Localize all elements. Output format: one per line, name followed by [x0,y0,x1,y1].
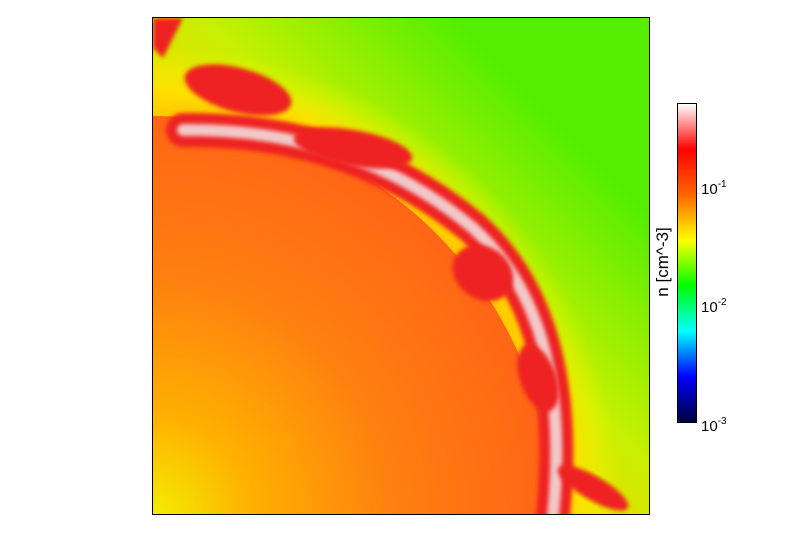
colorbar-tick-label: 10-1 [701,180,727,197]
colorbar-tick-label: 10-2 [701,298,727,315]
colorbar-tick-label: 10-3 [701,417,727,434]
colorbar-label: n [cm^-3] [653,227,673,296]
density-map [153,18,650,515]
density-map-plot [152,17,650,515]
colorbar [677,103,697,423]
